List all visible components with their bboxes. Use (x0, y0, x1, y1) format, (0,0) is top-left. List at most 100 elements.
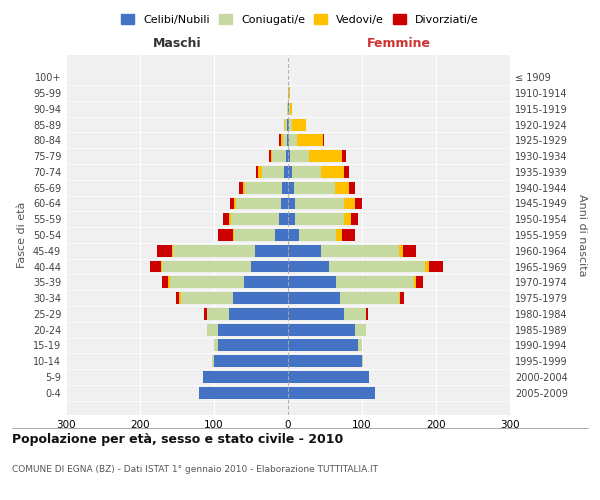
Bar (269, 150, 271, 162)
Y-axis label: Anni di nascita: Anni di nascita (577, 194, 587, 276)
Bar (288, 340, 358, 351)
Bar (290, 103, 292, 115)
Bar (271, 150, 272, 162)
Bar (290, 150, 309, 162)
Bar (279, 134, 281, 146)
Bar (251, 260, 288, 272)
Bar (285, 118, 287, 130)
Bar (288, 308, 343, 320)
Bar (229, 214, 231, 225)
Bar (206, 308, 229, 320)
Bar (262, 166, 284, 178)
Bar (168, 276, 170, 288)
Bar (214, 356, 288, 367)
Bar (295, 198, 343, 209)
Bar (351, 214, 358, 225)
Bar (414, 276, 416, 288)
Bar (234, 198, 236, 209)
Bar (349, 182, 355, 194)
Bar (179, 292, 181, 304)
Bar (212, 356, 214, 367)
Bar (288, 134, 289, 146)
Bar (355, 198, 362, 209)
Bar (399, 292, 400, 304)
Bar (256, 166, 259, 178)
Bar (287, 103, 288, 115)
Bar (170, 276, 244, 288)
Bar (329, 260, 425, 272)
Bar (284, 166, 288, 178)
Bar (181, 292, 233, 304)
Bar (288, 198, 295, 209)
Bar (288, 118, 289, 130)
Text: Femmine: Femmine (367, 38, 431, 51)
Bar (214, 340, 218, 351)
Bar (343, 308, 366, 320)
Text: COMUNE DI EGNA (BZ) - Dati ISTAT 1° gennaio 2010 - Elaborazione TUTTITALIA.IT: COMUNE DI EGNA (BZ) - Dati ISTAT 1° genn… (12, 466, 378, 474)
Bar (243, 182, 245, 194)
Bar (286, 150, 288, 162)
Bar (162, 276, 168, 288)
Bar (259, 166, 262, 178)
Bar (162, 260, 251, 272)
Bar (288, 166, 292, 178)
Bar (218, 324, 288, 336)
Bar (233, 292, 288, 304)
Bar (362, 356, 364, 367)
Text: Maschi: Maschi (152, 38, 202, 51)
Bar (295, 214, 343, 225)
Bar (288, 103, 289, 115)
Bar (282, 182, 288, 194)
Bar (288, 292, 340, 304)
Bar (288, 356, 362, 367)
Bar (288, 87, 289, 99)
Bar (342, 150, 346, 162)
Bar (292, 166, 322, 178)
Bar (340, 292, 399, 304)
Bar (199, 387, 288, 398)
Bar (403, 245, 416, 256)
Bar (336, 229, 342, 241)
Bar (297, 134, 323, 146)
Bar (279, 214, 288, 225)
Bar (272, 150, 286, 162)
Bar (236, 198, 281, 209)
Bar (322, 166, 343, 178)
Bar (233, 229, 234, 241)
Bar (309, 150, 342, 162)
Bar (288, 214, 295, 225)
Text: Popolazione per età, sesso e stato civile - 2010: Popolazione per età, sesso e stato civil… (12, 432, 343, 446)
Bar (244, 276, 288, 288)
Bar (322, 245, 399, 256)
Bar (288, 276, 336, 288)
Bar (157, 245, 172, 256)
Bar (399, 245, 403, 256)
Bar (288, 229, 299, 241)
Bar (343, 166, 349, 178)
Bar (230, 198, 234, 209)
Bar (275, 229, 288, 241)
Bar (281, 198, 288, 209)
Bar (223, 214, 229, 225)
Legend: Celibi/Nubili, Coniugati/e, Vedovi/e, Divorziati/e: Celibi/Nubili, Coniugati/e, Vedovi/e, Di… (118, 10, 482, 28)
Bar (176, 292, 179, 304)
Bar (254, 245, 288, 256)
Bar (161, 260, 162, 272)
Bar (287, 134, 288, 146)
Y-axis label: Fasce di età: Fasce di età (17, 202, 27, 268)
Bar (292, 118, 306, 130)
Bar (400, 292, 404, 304)
Bar (206, 324, 218, 336)
Bar (218, 340, 288, 351)
Bar (366, 308, 368, 320)
Bar (205, 308, 206, 320)
Bar (281, 134, 283, 146)
Bar (358, 340, 362, 351)
Bar (239, 182, 243, 194)
Bar (172, 245, 173, 256)
Bar (289, 134, 297, 146)
Bar (284, 118, 285, 130)
Bar (323, 134, 324, 146)
Bar (288, 260, 329, 272)
Bar (289, 87, 290, 99)
